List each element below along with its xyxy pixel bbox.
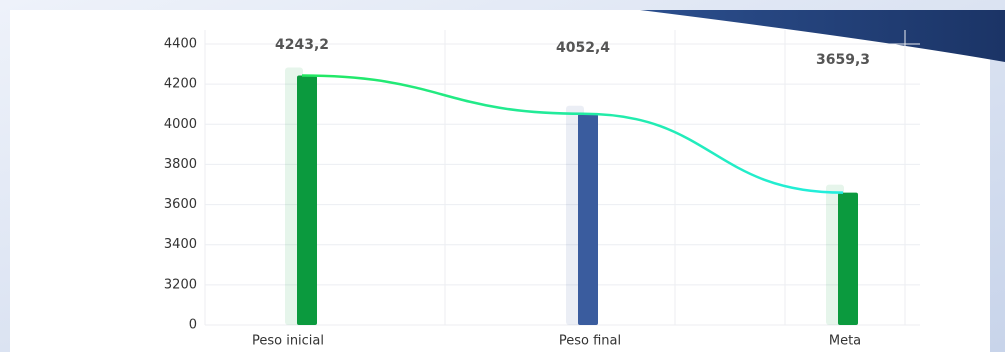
- bar: [838, 192, 858, 325]
- swoosh: [640, 10, 1005, 62]
- y-tick-label: 3800: [164, 157, 197, 172]
- bar: [297, 75, 317, 325]
- x-tick-label: Meta: [829, 334, 861, 349]
- panel: [10, 10, 990, 352]
- value-label: 3659,3: [816, 52, 870, 68]
- value-label: 4052,4: [556, 40, 610, 56]
- bar: [578, 113, 598, 326]
- y-tick-label: 4000: [164, 117, 197, 132]
- trend-line: [301, 74, 844, 194]
- vertical-grid: [204, 30, 906, 325]
- y-tick-label: 0: [189, 318, 197, 333]
- y-tick-label: 4400: [164, 37, 197, 52]
- y-tick-label: 3200: [164, 277, 197, 292]
- value-label: 4243,2: [275, 37, 329, 53]
- y-tick-label: 4200: [164, 77, 197, 92]
- x-tick-label: Peso final: [559, 334, 621, 349]
- y-tick-label: 3600: [164, 197, 197, 212]
- y-tick-label: 3400: [164, 237, 197, 252]
- x-tick-label: Peso inicial: [252, 334, 324, 349]
